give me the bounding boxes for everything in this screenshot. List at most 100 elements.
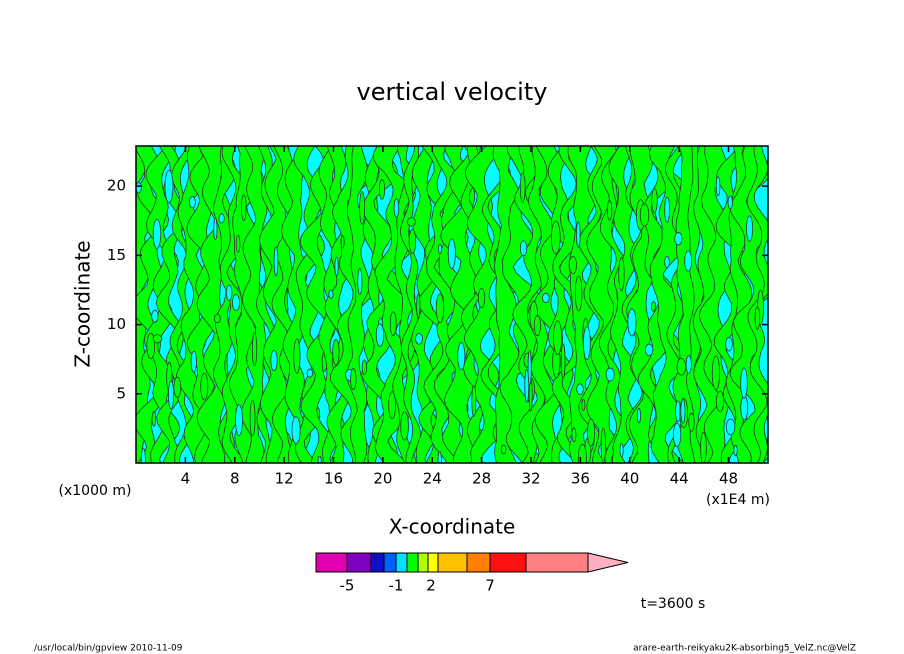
field-contour [471, 385, 477, 417]
field-contour [519, 240, 528, 257]
field-contour [235, 234, 241, 253]
x-tick-label: 8 [230, 470, 240, 488]
colorbar-segment [395, 552, 408, 573]
field-contour [685, 355, 692, 374]
field-contour [583, 326, 591, 361]
field-band [240, 146, 268, 463]
plot-frame [135, 145, 769, 464]
colorbar-tick-label: -1 [389, 577, 404, 595]
field-contour [650, 301, 657, 312]
field-contour [359, 191, 366, 225]
field-contour [306, 368, 314, 378]
x-axis-label: X-coordinate [389, 515, 516, 539]
field-contour [447, 238, 456, 270]
field-contour [400, 411, 409, 441]
field-contour [680, 399, 686, 424]
field-contour [715, 390, 725, 412]
field-contour [317, 455, 322, 463]
field-contour [213, 313, 221, 324]
field-contour [136, 182, 142, 194]
field-contour [293, 338, 301, 374]
field-contour [571, 427, 577, 443]
field-contour [605, 367, 615, 382]
field-contour [375, 323, 385, 347]
field-contour [673, 422, 682, 447]
field-contour [350, 368, 357, 390]
field-contour [664, 196, 670, 223]
x-tick-label: 44 [670, 470, 689, 488]
field-contour [733, 444, 738, 456]
x-tick-label: 12 [275, 470, 294, 488]
field-contour [740, 395, 749, 421]
colorbar-segment [346, 552, 372, 573]
field-contour [644, 343, 654, 357]
field-contour [587, 418, 595, 447]
x-tick-label: 28 [472, 470, 491, 488]
field-contour [357, 268, 363, 295]
contour-field [136, 146, 768, 463]
y-tick-label: 15 [107, 246, 126, 264]
field-contour [754, 306, 761, 330]
field-contour [500, 444, 507, 455]
field-contour [715, 176, 721, 197]
field-contour [249, 399, 256, 437]
x-tick-label: 32 [521, 470, 540, 488]
field-contour [334, 256, 339, 276]
field-contour [576, 221, 581, 248]
field-contour [416, 293, 421, 319]
x-tick-label: 16 [324, 470, 343, 488]
field-contour [519, 172, 526, 203]
y-tick-label: 10 [107, 315, 126, 333]
field-contour [241, 194, 247, 222]
field-contour [270, 349, 278, 372]
field-contour [435, 293, 445, 324]
x-tick-label: 24 [423, 470, 442, 488]
field-contour [200, 372, 209, 401]
field-contour [332, 338, 340, 366]
field-contour [225, 284, 233, 302]
field-contour [639, 203, 650, 227]
field-contour [542, 292, 550, 304]
colorbar-segment [383, 552, 397, 573]
field-contour [651, 188, 658, 213]
field-contour [378, 179, 386, 200]
colorbar-segment [489, 552, 527, 573]
field-contour [711, 355, 720, 391]
field-contour [151, 411, 157, 427]
field-contour [408, 228, 417, 254]
field-contour [676, 358, 687, 376]
field-contour [415, 332, 423, 345]
field-contour [725, 418, 736, 436]
field-contour [581, 399, 586, 412]
field-contour [235, 404, 243, 436]
colorbar-segment [466, 552, 491, 573]
field-contour [674, 232, 683, 246]
field-contour [524, 369, 530, 403]
field-contour [740, 367, 748, 399]
field-contour [553, 320, 563, 355]
field-contour [618, 257, 625, 292]
field-contour [361, 359, 367, 376]
field-contour [437, 451, 442, 463]
field-contour [168, 380, 175, 410]
x-tick-label: 20 [373, 470, 392, 488]
field-contour [551, 220, 561, 255]
x-tick-label: 40 [620, 470, 639, 488]
colorbar-segment [427, 552, 439, 573]
field-band [598, 146, 628, 463]
field-contour [725, 336, 733, 352]
field-contour [328, 289, 334, 299]
field-contour [688, 412, 695, 432]
field-contour [600, 427, 606, 463]
colorbar-extend [587, 552, 629, 573]
chart-title: vertical velocity [357, 78, 548, 106]
colorbar-segment [437, 552, 468, 573]
field-contour [388, 391, 396, 420]
x-unit-2: (x1E4 m) [706, 492, 770, 508]
field-band [361, 146, 403, 463]
field-contour [218, 213, 225, 224]
field-band [685, 146, 705, 463]
footer-left: /usr/local/bin/gpview 2010-11-09 [34, 644, 183, 654]
colorbar-segment [370, 552, 385, 573]
field-contour [746, 215, 753, 242]
